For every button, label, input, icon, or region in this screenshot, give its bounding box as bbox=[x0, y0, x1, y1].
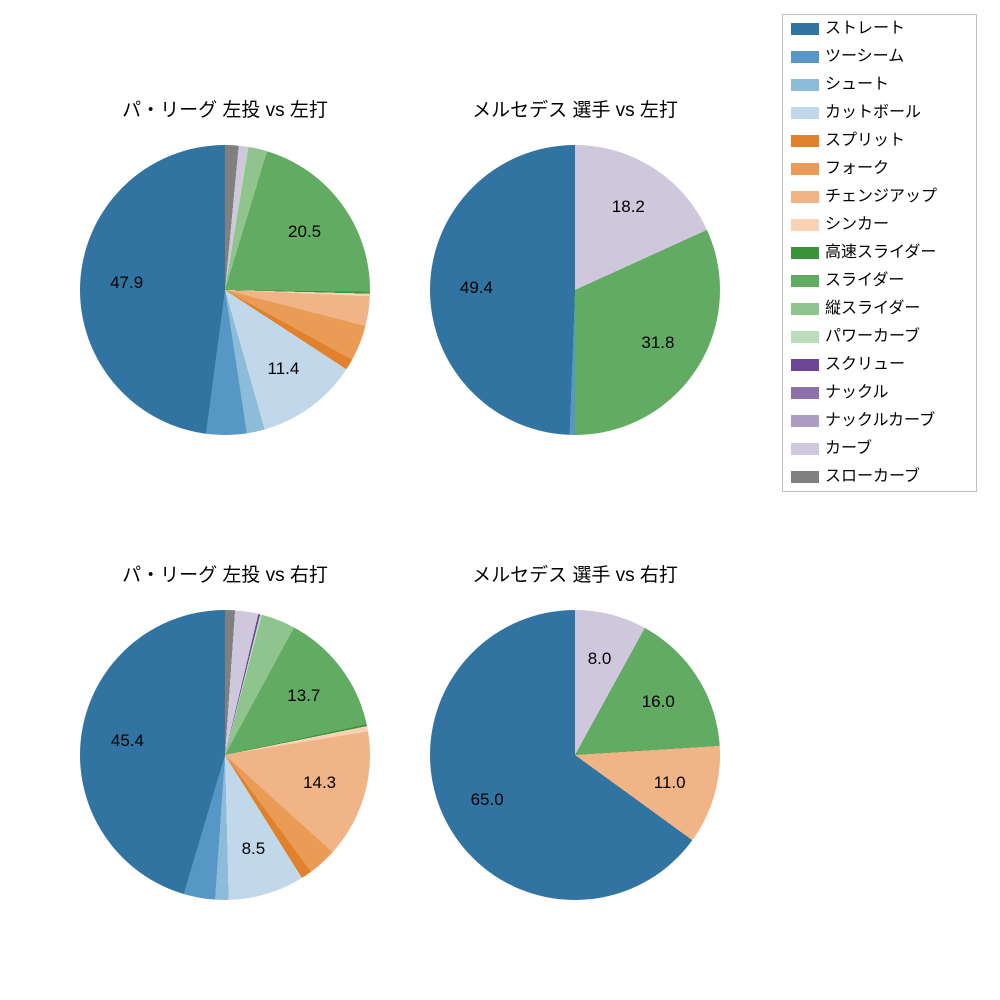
title-tr: メルセデス 選手 vs 左打 bbox=[472, 95, 678, 122]
legend-swatch bbox=[791, 79, 819, 91]
legend-item: スローカーブ bbox=[791, 469, 968, 485]
legend-item: ナックル bbox=[791, 385, 968, 401]
legend-item: 高速スライダー bbox=[791, 245, 968, 261]
slice-label-br: 65.0 bbox=[471, 790, 504, 810]
legend-label: チェンジアップ bbox=[825, 189, 937, 205]
legend-item: スクリュー bbox=[791, 357, 968, 373]
slice-label-tr: 49.4 bbox=[460, 278, 493, 298]
legend-item: ツーシーム bbox=[791, 49, 968, 65]
legend-swatch bbox=[791, 163, 819, 175]
legend-swatch bbox=[791, 23, 819, 35]
slice-label-tr: 31.8 bbox=[641, 333, 674, 353]
legend-swatch bbox=[791, 443, 819, 455]
legend-item: スライダー bbox=[791, 273, 968, 289]
slice-label-bl: 8.5 bbox=[242, 839, 266, 859]
legend-swatch bbox=[791, 303, 819, 315]
slice-label-bl: 45.4 bbox=[111, 731, 144, 751]
legend-label: スプリット bbox=[825, 133, 905, 149]
legend-label: ナックルカーブ bbox=[825, 413, 935, 429]
legend-item: カーブ bbox=[791, 441, 968, 457]
legend-label: スローカーブ bbox=[825, 469, 920, 485]
legend-item: シンカー bbox=[791, 217, 968, 233]
title-tl: パ・リーグ 左投 vs 左打 bbox=[122, 95, 328, 122]
slice-label-bl: 13.7 bbox=[287, 686, 320, 706]
legend-swatch bbox=[791, 107, 819, 119]
legend-item: シュート bbox=[791, 77, 968, 93]
legend-item: スプリット bbox=[791, 133, 968, 149]
legend-swatch bbox=[791, 191, 819, 203]
legend-swatch bbox=[791, 359, 819, 371]
legend-item: カットボール bbox=[791, 105, 968, 121]
slice-label-br: 8.0 bbox=[588, 649, 612, 669]
legend-item: チェンジアップ bbox=[791, 189, 968, 205]
slice-label-tr: 18.2 bbox=[612, 197, 645, 217]
legend-item: ナックルカーブ bbox=[791, 413, 968, 429]
legend-item: ストレート bbox=[791, 21, 968, 37]
slice-label-bl: 14.3 bbox=[303, 773, 336, 793]
figure: パ・リーグ 左投 vs 左打 47.9 11.4 20.5 メルセデス 選手 vs 左打… bbox=[0, 0, 1000, 1000]
legend-swatch bbox=[791, 219, 819, 231]
title-br: メルセデス 選手 vs 右打 bbox=[472, 560, 678, 587]
legend-swatch bbox=[791, 387, 819, 399]
legend-label: 高速スライダー bbox=[825, 245, 936, 261]
legend-label: シンカー bbox=[825, 217, 889, 233]
slice-label-tl: 11.4 bbox=[268, 359, 300, 379]
legend-label: スライダー bbox=[825, 273, 904, 289]
legend-swatch bbox=[791, 135, 819, 147]
legend-swatch bbox=[791, 247, 819, 259]
pie-br bbox=[430, 610, 720, 900]
legend-label: フォーク bbox=[825, 161, 889, 177]
legend-label: パワーカーブ bbox=[825, 329, 920, 345]
legend-swatch bbox=[791, 471, 819, 483]
legend-label: 縦スライダー bbox=[825, 301, 920, 317]
legend-swatch bbox=[791, 275, 819, 287]
legend-item: 縦スライダー bbox=[791, 301, 968, 317]
legend-label: ストレート bbox=[825, 21, 905, 37]
legend-item: フォーク bbox=[791, 161, 968, 177]
legend-label: ツーシーム bbox=[825, 49, 904, 65]
legend-label: スクリュー bbox=[825, 357, 905, 373]
slice-label-br: 11.0 bbox=[654, 773, 686, 793]
legend-label: ナックル bbox=[825, 385, 889, 401]
legend-label: シュート bbox=[825, 77, 889, 93]
legend-swatch bbox=[791, 415, 819, 427]
slice-label-tl: 47.9 bbox=[110, 273, 143, 293]
legend-swatch bbox=[791, 331, 819, 343]
legend-item: パワーカーブ bbox=[791, 329, 968, 345]
legend-swatch bbox=[791, 51, 819, 63]
legend: ストレートツーシームシュートカットボールスプリットフォークチェンジアップシンカー… bbox=[782, 14, 977, 492]
legend-label: カーブ bbox=[825, 441, 872, 457]
slice-label-br: 16.0 bbox=[642, 692, 675, 712]
pie-bl bbox=[80, 610, 370, 900]
slice-label-tl: 20.5 bbox=[288, 222, 321, 242]
legend-label: カットボール bbox=[825, 105, 921, 121]
title-bl: パ・リーグ 左投 vs 右打 bbox=[122, 560, 328, 587]
